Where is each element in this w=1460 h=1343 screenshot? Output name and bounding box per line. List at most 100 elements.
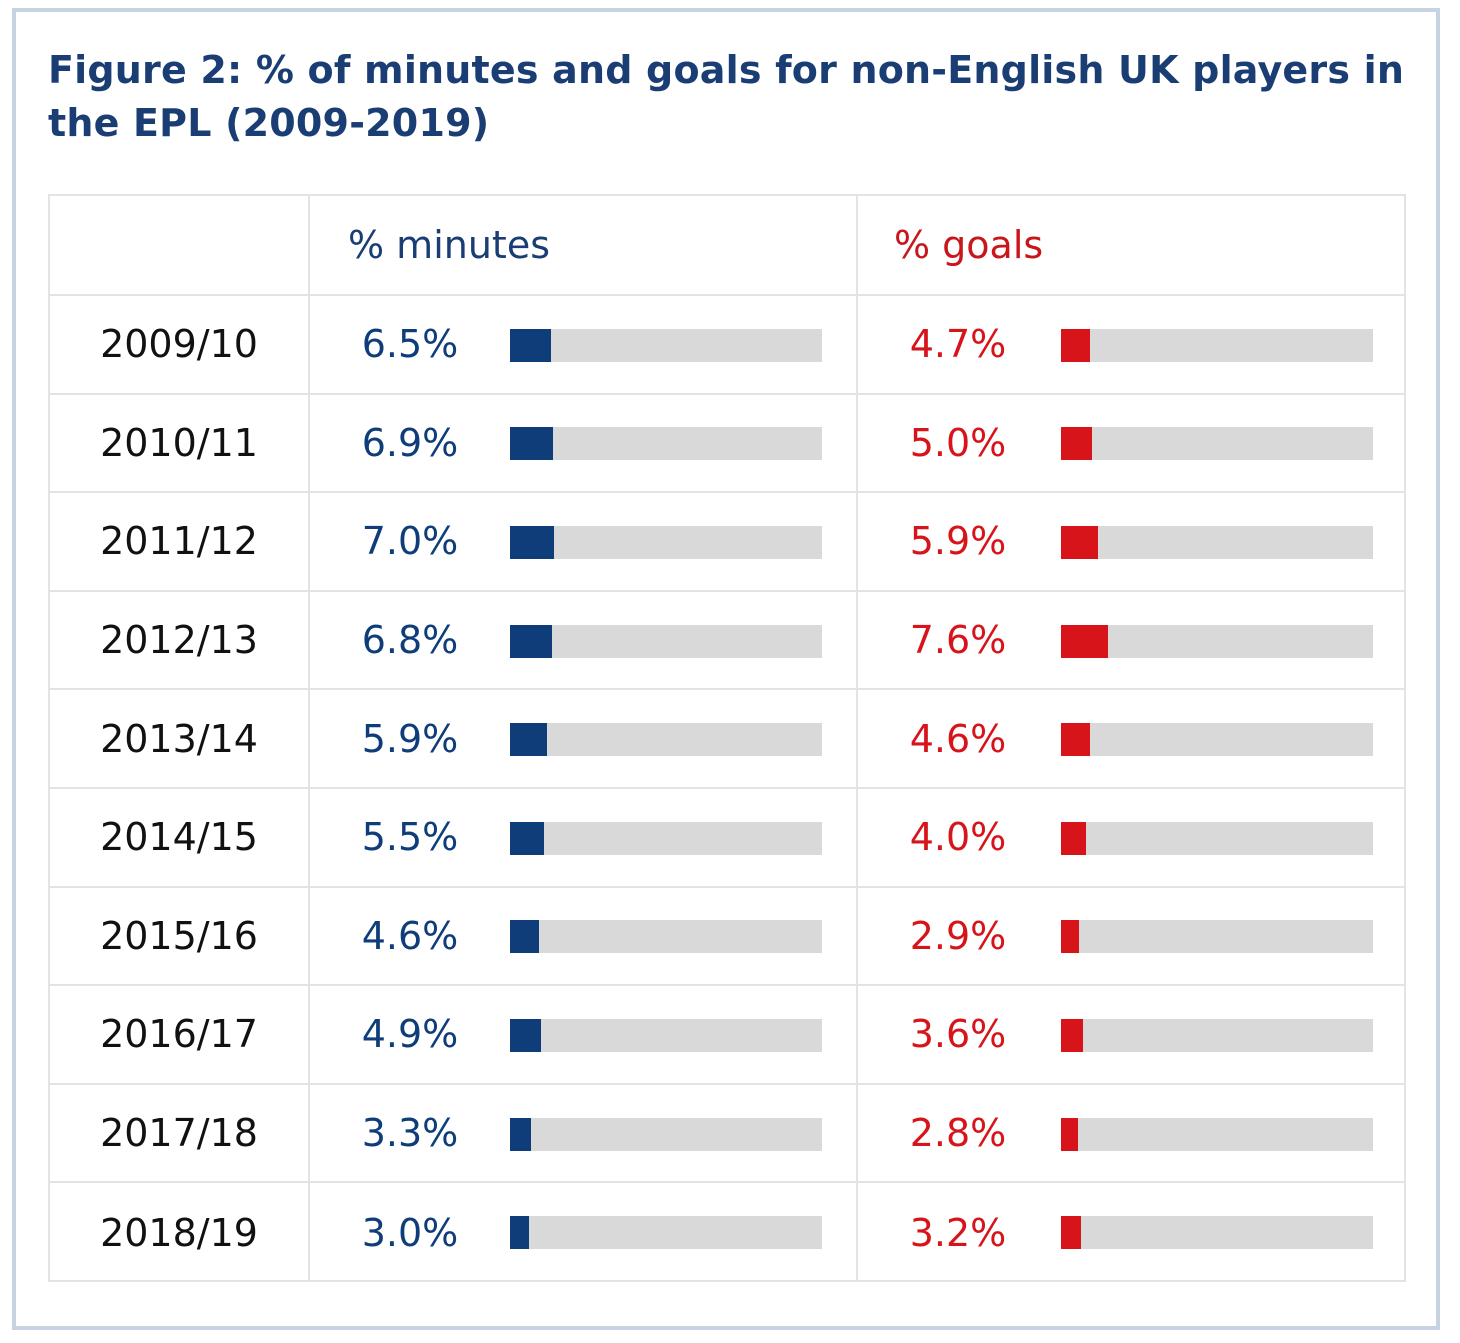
goals-bar-track xyxy=(1061,624,1373,658)
goals-value-label: 3.6% xyxy=(909,1012,1007,1057)
minutes-bar-track xyxy=(510,427,822,461)
goals-value-label: 4.6% xyxy=(909,716,1007,761)
goals-cell: 2.9% xyxy=(858,888,1404,985)
goals-bar xyxy=(1061,723,1090,757)
minutes-bar-track xyxy=(510,1216,822,1250)
table-row: 2012/13 6.8% 7.6% xyxy=(50,591,1404,691)
goals-value-label: 3.2% xyxy=(909,1210,1007,1255)
minutes-bar xyxy=(510,427,554,461)
header-goals-cell: % goals xyxy=(858,196,1404,294)
minutes-cell: 6.5% xyxy=(310,296,858,393)
minutes-bar-track xyxy=(510,821,822,855)
minutes-bar xyxy=(510,328,551,362)
season-cell: 2015/16 xyxy=(50,887,310,985)
minutes-cell: 5.9% xyxy=(310,690,858,787)
season-label: 2009/10 xyxy=(100,322,258,367)
minutes-bar-track xyxy=(510,1018,822,1052)
figure-title: Figure 2: % of minutes and goals for non… xyxy=(48,48,1405,145)
minutes-bar-track xyxy=(510,624,822,658)
minutes-bar xyxy=(510,1117,531,1151)
minutes-bar-track xyxy=(510,1117,822,1151)
goals-value-label: 7.6% xyxy=(909,618,1007,663)
goals-bar-track xyxy=(1061,1216,1373,1250)
season-label: 2018/19 xyxy=(100,1210,258,1255)
table-row: 2011/12 7.0% 5.9% xyxy=(50,493,1404,592)
goals-bar-track xyxy=(1061,525,1373,559)
minutes-bar-track xyxy=(510,328,822,362)
minutes-bar xyxy=(510,1018,541,1052)
goals-bar xyxy=(1061,821,1086,855)
minutes-cell: 6.8% xyxy=(310,591,858,689)
minutes-value-label: 7.0% xyxy=(361,519,459,564)
goals-cell: 4.0% xyxy=(858,789,1404,886)
goals-value-label: 2.8% xyxy=(909,1111,1007,1156)
minutes-bar xyxy=(510,920,539,954)
minutes-value-label: 5.9% xyxy=(361,716,459,761)
minutes-cell: 6.9% xyxy=(310,394,858,492)
minutes-value-label: 3.0% xyxy=(361,1210,459,1255)
minutes-cell: 4.9% xyxy=(310,986,858,1083)
season-cell: 2013/14 xyxy=(50,690,310,787)
header-minutes-cell: % minutes xyxy=(310,196,858,294)
minutes-cell: 5.5% xyxy=(310,789,858,886)
header-goals-label: % goals xyxy=(894,223,1044,267)
season-cell: 2010/11 xyxy=(50,394,310,492)
goals-bar-track xyxy=(1061,328,1373,362)
season-cell: 2016/17 xyxy=(50,986,310,1083)
season-cell: 2011/12 xyxy=(50,493,310,590)
goals-bar-track xyxy=(1061,821,1373,855)
minutes-bar xyxy=(510,624,553,658)
goals-value-label: 5.9% xyxy=(909,519,1007,564)
goals-value-label: 2.9% xyxy=(909,913,1007,958)
season-cell: 2014/15 xyxy=(50,789,310,886)
goals-bar-track xyxy=(1061,723,1373,757)
goals-bar-track xyxy=(1061,427,1373,461)
goals-cell: 2.8% xyxy=(858,1085,1404,1182)
goals-bar-track xyxy=(1061,920,1373,954)
minutes-value-label: 4.6% xyxy=(361,913,459,958)
minutes-bar-track xyxy=(510,525,822,559)
minutes-value-label: 6.8% xyxy=(361,618,459,663)
minutes-value-label: 3.3% xyxy=(361,1111,459,1156)
goals-bar xyxy=(1061,1216,1081,1250)
goals-bar-track xyxy=(1061,1018,1373,1052)
header-minutes-label: % minutes xyxy=(348,223,551,267)
minutes-bar xyxy=(510,723,547,757)
season-label: 2011/12 xyxy=(100,519,258,564)
goals-bar xyxy=(1061,920,1080,954)
table-header-row: % minutes % goals xyxy=(50,196,1404,296)
season-cell: 2017/18 xyxy=(50,1084,310,1182)
minutes-bar xyxy=(510,821,545,855)
minutes-bar xyxy=(510,525,554,559)
goals-value-label: 5.0% xyxy=(909,420,1007,465)
goals-cell: 5.9% xyxy=(858,493,1404,590)
table-row: 2010/11 6.9% 5.0% xyxy=(50,394,1404,494)
table-row: 2015/16 4.6% 2.9% xyxy=(50,887,1404,987)
minutes-cell: 4.6% xyxy=(310,887,858,985)
goals-bar xyxy=(1061,1117,1079,1151)
table-row: 2018/19 3.0% 3.2% xyxy=(50,1183,1404,1282)
season-label: 2013/14 xyxy=(100,716,258,761)
goals-bar xyxy=(1061,1018,1084,1052)
figure-frame xyxy=(12,8,1440,1330)
data-table: % minutes % goals 2009/10 6.5% 4.7% 2010/11… xyxy=(48,194,1406,1282)
season-cell: 2018/19 xyxy=(50,1183,310,1282)
season-label: 2010/11 xyxy=(100,420,258,465)
header-empty-cell xyxy=(50,196,310,294)
minutes-bar xyxy=(510,1216,529,1250)
season-cell: 2012/13 xyxy=(50,591,310,689)
minutes-cell: 7.0% xyxy=(310,493,858,590)
minutes-bar-track xyxy=(510,723,822,757)
goals-bar xyxy=(1061,525,1098,559)
goals-cell: 3.6% xyxy=(858,986,1404,1083)
goals-bar-track xyxy=(1061,1117,1373,1151)
goals-cell: 5.0% xyxy=(858,395,1404,492)
season-label: 2014/15 xyxy=(100,815,258,860)
minutes-value-label: 6.5% xyxy=(361,322,459,367)
minutes-value-label: 6.9% xyxy=(361,420,459,465)
minutes-cell: 3.0% xyxy=(310,1183,858,1282)
table-row: 2013/14 5.9% 4.6% xyxy=(50,690,1404,789)
goals-bar xyxy=(1061,328,1091,362)
table-row: 2009/10 6.5% 4.7% xyxy=(50,296,1404,395)
goals-bar xyxy=(1061,624,1109,658)
